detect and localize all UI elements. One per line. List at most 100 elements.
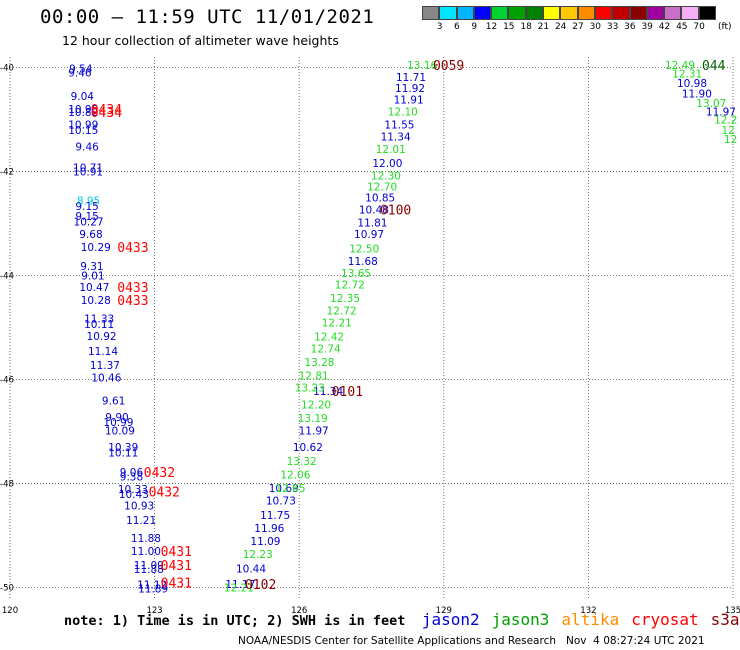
colorbar-swatch [543, 6, 561, 20]
note-text: note: 1) Time is in UTC; 2) SWH is in fe… [64, 613, 406, 629]
y-tick-label: -46 [0, 376, 14, 386]
chart-title: 00:00 – 11:59 UTC 11/01/2021 [40, 6, 375, 28]
colorbar-tick-label: 42 [658, 22, 671, 32]
x-tick-label: 132 [580, 606, 596, 616]
data-label: 13.23 [295, 382, 325, 394]
colorbar-tick-label: 15 [503, 22, 515, 32]
pass-time-label: 0059 [433, 59, 464, 74]
pass-time-label: 0100 [380, 203, 411, 218]
data-label: 13.16 [407, 60, 437, 72]
y-tick-label: -48 [0, 480, 14, 490]
data-label: 9.38 [120, 471, 143, 483]
data-label: 12.2 [714, 114, 737, 126]
colorbar-swatch [577, 6, 595, 20]
pass-time-label: 0431 [161, 576, 192, 591]
data-label: 11.97 [706, 107, 736, 119]
y-tick-label: -40 [0, 63, 14, 73]
data-label: 12.00 [372, 158, 402, 170]
colorbar-tick-label: 3 [436, 22, 443, 32]
data-label: 12.31 [672, 69, 702, 81]
data-label: 10.97 [354, 229, 384, 241]
colorbar-tick-label: 18 [520, 22, 532, 32]
colorbar-swatch [473, 6, 492, 20]
chart-subtitle: 12 hour collection of altimeter wave hei… [62, 33, 339, 48]
data-label: 9.54 [69, 63, 93, 75]
data-label: 10.62 [293, 442, 323, 454]
data-label: 11.81 [357, 217, 387, 229]
y-tick-label: -42 [0, 167, 14, 177]
data-label: 11.17 [225, 579, 255, 591]
data-label: 12.06 [280, 470, 310, 482]
data-label: 9.46 [68, 68, 92, 80]
data-label: 10.93 [124, 500, 154, 512]
data-label: 12.81 [299, 370, 329, 382]
data-label: 11.34 [381, 132, 411, 144]
y-tick-label: -50 [0, 584, 14, 594]
colorbar-tick-label: 39 [641, 22, 653, 32]
data-label: 9.06 [120, 467, 144, 479]
data-label: 12.01 [376, 144, 406, 156]
data-label: 11.09 [250, 536, 280, 548]
data-label: 9.15 [75, 211, 98, 223]
x-tick-label: 123 [146, 606, 162, 616]
data-label: 10.47 [79, 282, 109, 294]
data-label: 11.88 [131, 533, 161, 545]
data-label: 12.23 [243, 549, 273, 561]
data-label: 11.88 [134, 564, 164, 576]
colorbar-swatch [491, 6, 509, 20]
colorbar-swatch [646, 6, 665, 20]
data-label: 9.31 [80, 261, 103, 273]
legend-item: altika [561, 610, 620, 629]
data-label: 11.71 [396, 72, 426, 84]
data-label: 11.21 [126, 515, 156, 527]
colorbar-swatch [422, 6, 440, 20]
data-label: 10.92 [87, 331, 117, 343]
colorbar-swatch [594, 6, 613, 20]
x-tick-label: 135 [725, 606, 740, 616]
data-label: 10.82 [68, 107, 98, 119]
data-label: 10.09 [105, 425, 135, 437]
pass-time-label: 0102 [245, 578, 276, 593]
data-label: 11.09 [134, 560, 164, 572]
colorbar-swatch [560, 6, 578, 20]
data-label: 11.91 [394, 95, 424, 107]
data-label: 11.92 [395, 83, 425, 95]
x-tick-label: 129 [436, 606, 452, 616]
data-label: 11.97 [299, 425, 329, 437]
data-label: 9.90 [105, 412, 128, 424]
colorbar-swatch [508, 6, 526, 20]
data-label: 10.99 [103, 417, 133, 429]
colorbar-tick-label: 36 [624, 22, 636, 32]
data-label: 11.90 [682, 88, 712, 100]
data-label: 10.46 [91, 372, 121, 384]
data-label: 12.30 [371, 171, 401, 183]
legend-item: cryosat [631, 610, 699, 629]
colorbar-tick-label: 33 [606, 22, 619, 32]
footer-credit: NOAA/NESDIS Center for Satellite Applica… [238, 635, 705, 647]
data-label: 10.69 [269, 483, 299, 495]
data-label: 9.04 [71, 91, 95, 103]
data-label: 11.75 [260, 510, 290, 522]
data-label: 10.48 [359, 204, 389, 216]
note-legend-row: note: 1) Time is in UTC; 2) SWH is in fe… [64, 610, 740, 630]
data-label: 12.10 [388, 107, 418, 119]
pass-time-label: 0433 [117, 241, 148, 256]
data-label: 10.85 [365, 192, 395, 204]
data-label: 10.28 [81, 295, 111, 307]
pass-time-label: 0433 [117, 294, 148, 309]
data-label: 10.71 [73, 162, 103, 174]
colorbar-tick-label: 21 [537, 22, 550, 32]
colorbar-swatch [612, 6, 630, 20]
data-label: 10.15 [68, 125, 98, 137]
pass-time-label: 0101 [332, 385, 363, 400]
data-label: 10.90 [68, 104, 98, 116]
pass-time-label: 044 [702, 59, 726, 74]
data-label: 11.55 [384, 120, 414, 132]
data-label: 10.11 [108, 447, 138, 459]
data-label: 12 [721, 125, 734, 137]
data-label: 11.33 [84, 314, 114, 326]
data-label: 10.73 [266, 496, 296, 508]
data-label: 13.19 [298, 413, 328, 425]
data-label: 10.33 [118, 484, 148, 496]
